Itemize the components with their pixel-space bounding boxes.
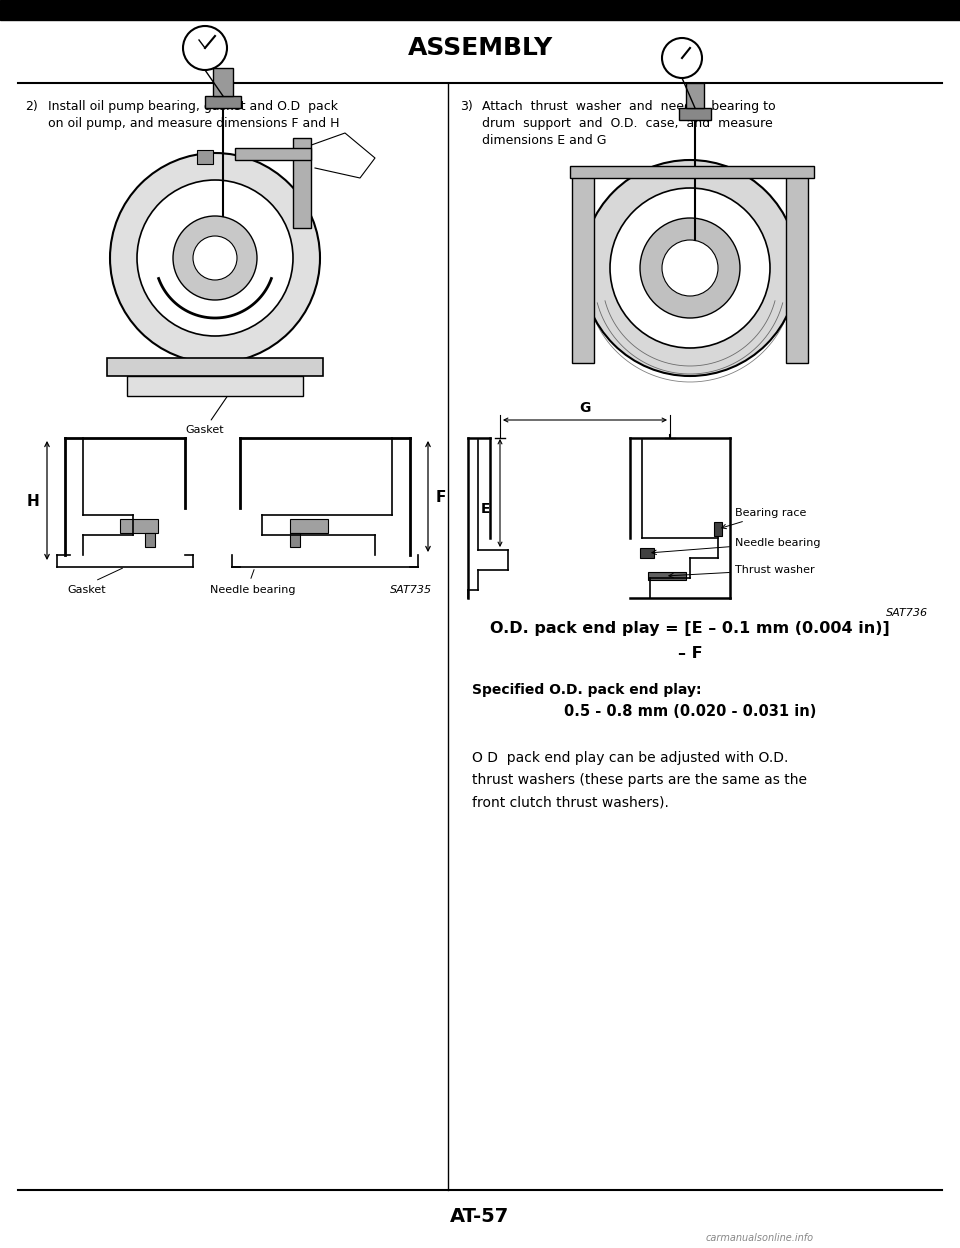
- Text: SAT735: SAT735: [390, 585, 432, 595]
- Bar: [786, 173, 808, 363]
- Text: Specified O.D. pack end play:: Specified O.D. pack end play:: [472, 683, 702, 696]
- Text: Gasket: Gasket: [67, 585, 106, 595]
- Bar: [290, 519, 328, 533]
- Circle shape: [137, 180, 293, 336]
- Bar: [290, 533, 300, 547]
- Circle shape: [640, 218, 740, 318]
- Bar: [686, 84, 704, 109]
- Text: front clutch thrust washers).: front clutch thrust washers).: [472, 795, 669, 809]
- Text: Thrust washer: Thrust washer: [669, 565, 815, 578]
- Bar: [648, 572, 686, 580]
- Text: Gasket: Gasket: [185, 387, 233, 436]
- Text: ASSEMBLY: ASSEMBLY: [407, 36, 553, 60]
- Text: – F: – F: [678, 646, 703, 661]
- Bar: [107, 358, 323, 376]
- Bar: [679, 109, 711, 120]
- Circle shape: [582, 160, 798, 376]
- Bar: [572, 173, 594, 363]
- Bar: [640, 548, 654, 558]
- Text: carmanualsonline.info: carmanualsonline.info: [706, 1233, 814, 1243]
- Circle shape: [173, 216, 257, 300]
- Text: F: F: [436, 489, 446, 504]
- Bar: [235, 149, 311, 160]
- Text: 0.5 - 0.8 mm (0.020 - 0.031 in): 0.5 - 0.8 mm (0.020 - 0.031 in): [564, 705, 816, 720]
- Circle shape: [183, 26, 227, 70]
- Text: 3): 3): [460, 100, 472, 114]
- Text: on oil pump, and measure dimensions F and H: on oil pump, and measure dimensions F an…: [48, 117, 340, 130]
- Text: O D  pack end play can be adjusted with O.D.: O D pack end play can be adjusted with O…: [472, 751, 788, 765]
- Circle shape: [610, 188, 770, 348]
- Text: Needle bearing: Needle bearing: [210, 585, 296, 595]
- Bar: [714, 522, 722, 535]
- Text: dimensions E and G: dimensions E and G: [482, 134, 607, 147]
- Text: G: G: [579, 401, 590, 416]
- Bar: [127, 376, 303, 396]
- Text: H: H: [26, 493, 39, 508]
- Text: thrust washers (these parts are the same as the: thrust washers (these parts are the same…: [472, 773, 807, 787]
- Bar: [0, 0, 960, 20]
- Bar: [570, 166, 814, 178]
- Text: Bearing race: Bearing race: [722, 508, 806, 529]
- Text: Install oil pump bearing, gasket and O.D  pack: Install oil pump bearing, gasket and O.D…: [48, 100, 338, 114]
- Text: 2): 2): [25, 100, 37, 114]
- Bar: [120, 519, 158, 533]
- Bar: [293, 139, 311, 228]
- Text: AT-57: AT-57: [450, 1207, 510, 1226]
- Circle shape: [662, 240, 718, 296]
- Bar: [145, 533, 155, 547]
- Bar: [205, 96, 241, 109]
- Text: O.D. pack end play = [E – 0.1 mm (0.004 in)]: O.D. pack end play = [E – 0.1 mm (0.004 …: [491, 620, 890, 635]
- Circle shape: [193, 236, 237, 280]
- Text: SAT736: SAT736: [886, 608, 928, 618]
- Text: Attach  thrust  washer  and  needle  bearing to: Attach thrust washer and needle bearing …: [482, 100, 776, 114]
- Circle shape: [110, 154, 320, 363]
- Bar: [213, 67, 233, 96]
- Text: drum  support  and  O.D.  case,  and  measure: drum support and O.D. case, and measure: [482, 117, 773, 130]
- Text: Needle bearing: Needle bearing: [652, 538, 821, 554]
- Circle shape: [662, 37, 702, 77]
- Bar: [197, 150, 213, 163]
- Text: E: E: [481, 502, 491, 515]
